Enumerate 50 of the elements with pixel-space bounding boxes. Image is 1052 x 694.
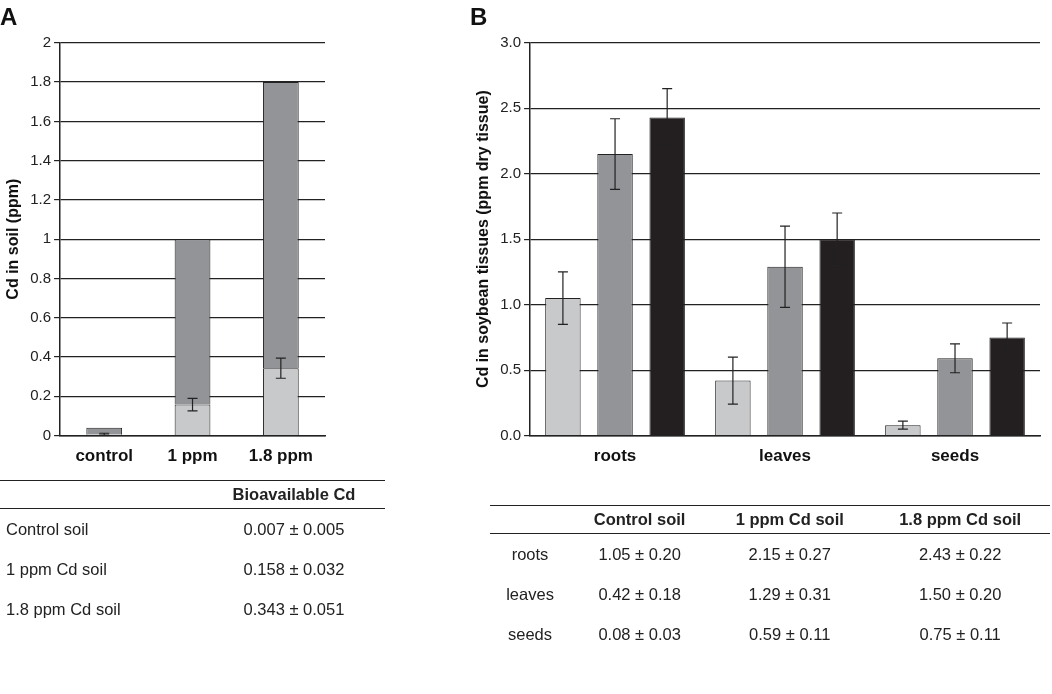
y-tick-label: 1.0 bbox=[500, 294, 522, 312]
y-tick-label: 3.0 bbox=[500, 32, 522, 50]
text: 0.158 ± 0.032 bbox=[243, 559, 345, 578]
text: 2.15 ± 0.27 bbox=[748, 544, 831, 563]
y-tick-label: 2.0 bbox=[500, 163, 522, 181]
x-tick-label: 1.8 ppm bbox=[248, 446, 313, 466]
y-axis-title: Cd in soybean tissues (ppm dry tissue) bbox=[474, 90, 492, 389]
text: 0.42 ± 0.18 bbox=[598, 584, 681, 603]
category-label: 1 ppm Cd soil bbox=[6, 559, 107, 578]
text: 1.29 ± 0.31 bbox=[748, 584, 831, 603]
y-tick-label: 0.4 bbox=[30, 347, 52, 365]
category-label: Control soil bbox=[570, 505, 710, 534]
y-tick-label: 0.2 bbox=[30, 386, 52, 404]
y-tick-label: 0.8 bbox=[30, 268, 52, 286]
y-tick-label: 0.6 bbox=[30, 307, 52, 325]
text: 1.05 ± 0.20 bbox=[598, 544, 681, 563]
category-label: Bioavailable Cd bbox=[203, 480, 385, 509]
y-tick-label: 0.0 bbox=[500, 425, 522, 443]
y-tick-label: 1.8 bbox=[30, 72, 52, 90]
category-label: Control soil bbox=[6, 519, 89, 538]
category-label: 1.8 ppm Cd soil bbox=[6, 599, 121, 618]
text: 0.007 ± 0.005 bbox=[243, 519, 345, 538]
chart-title: A bbox=[0, 3, 18, 31]
y-tick-label: 1.6 bbox=[30, 111, 52, 129]
y-tick-label: 2 bbox=[42, 32, 52, 50]
text: 1.50 ± 0.20 bbox=[918, 584, 1002, 603]
y-tick-label: 1.5 bbox=[500, 229, 522, 247]
y-tick-label: 0.5 bbox=[500, 360, 522, 378]
x-tick-label: 1 ppm bbox=[167, 446, 218, 466]
text: 2.43 ± 0.22 bbox=[918, 544, 1002, 563]
y-tick-label: 2.5 bbox=[500, 98, 522, 116]
category-label: 1 ppm Cd soil bbox=[709, 505, 871, 534]
text: 0.343 ± 0.051 bbox=[243, 599, 345, 618]
x-tick-label: seeds bbox=[930, 446, 980, 466]
x-tick-label: control bbox=[75, 446, 134, 466]
category-label: 1.8 ppm Cd soil bbox=[870, 505, 1050, 534]
category-label: seeds bbox=[508, 624, 553, 643]
x-tick-label: leaves bbox=[759, 446, 812, 466]
text: 0.75 ± 0.11 bbox=[919, 624, 1001, 643]
text: 0.59 ± 0.11 bbox=[749, 624, 831, 643]
chart-title: B bbox=[470, 3, 488, 31]
text: 0.08 ± 0.03 bbox=[598, 624, 681, 643]
y-tick-label: 1.2 bbox=[30, 190, 52, 208]
y-tick-label: 1.4 bbox=[30, 150, 52, 168]
y-tick-label: 0 bbox=[42, 425, 52, 443]
y-axis-title: Cd in soil (ppm) bbox=[4, 178, 22, 300]
x-tick-label: roots bbox=[593, 446, 637, 466]
category-label: roots bbox=[511, 544, 549, 563]
category-label: leaves bbox=[506, 584, 554, 603]
y-tick-label: 1 bbox=[42, 229, 52, 247]
